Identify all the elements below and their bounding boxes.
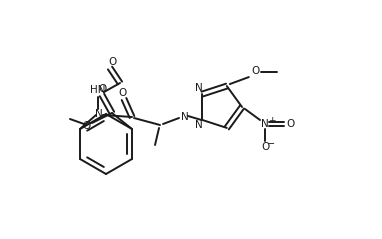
Text: N: N: [261, 119, 269, 129]
Text: +: +: [268, 115, 276, 125]
Text: O: O: [99, 84, 107, 94]
Text: O: O: [252, 66, 260, 76]
Text: N: N: [195, 120, 203, 130]
Text: O: O: [261, 142, 269, 152]
Text: N: N: [95, 109, 103, 119]
Text: N: N: [195, 83, 203, 93]
Text: O: O: [83, 121, 91, 131]
Text: HN: HN: [90, 85, 106, 95]
Text: O: O: [108, 57, 116, 67]
Text: O: O: [286, 119, 294, 129]
Text: N: N: [181, 112, 189, 122]
Text: −: −: [267, 139, 275, 149]
Text: O: O: [118, 88, 126, 98]
